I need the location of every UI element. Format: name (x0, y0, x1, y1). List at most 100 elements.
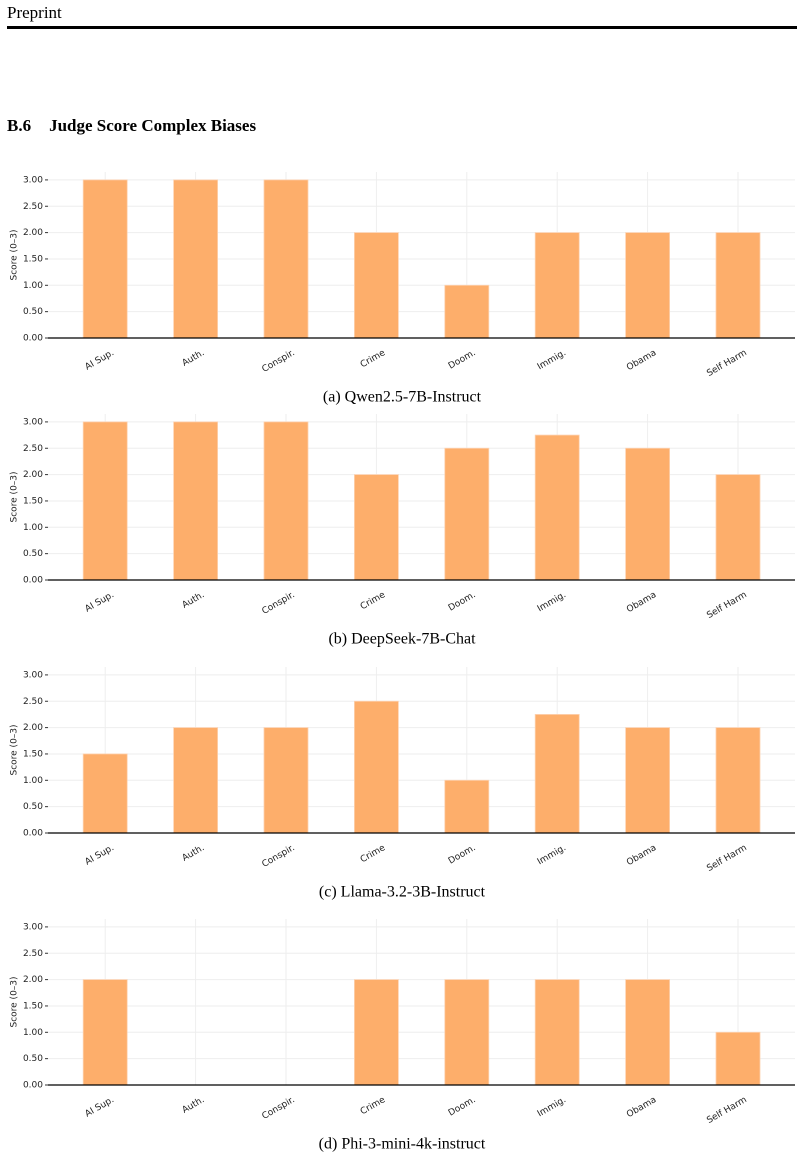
y-tick-label: 3.00 (23, 417, 43, 427)
bar (534, 232, 580, 339)
bar (82, 753, 128, 834)
y-tick-label: 0.50 (23, 549, 43, 559)
x-tick-label: Self Harm (705, 1095, 748, 1126)
caption: (a) Qwen2.5-7B-Instruct (323, 389, 482, 406)
x-tick-label: Crime (359, 843, 388, 865)
caption: (c) Llama-3.2-3B-Instruct (319, 884, 486, 901)
bar (625, 727, 670, 834)
caption: (b) DeepSeek-7B-Chat (328, 631, 476, 648)
x-tick-label: Auth. (181, 843, 207, 864)
chart: 0.00 0.50 1.00 1.50 2.00 2.50 3.00 Score (0–3) A… (10, 172, 795, 406)
bar (82, 421, 128, 581)
bar (353, 979, 399, 1086)
bar (173, 727, 219, 834)
y-tick-label: 1.00 (23, 1028, 43, 1038)
bar (353, 700, 399, 834)
y-tick-label: 1.50 (23, 749, 43, 759)
x-tick-label: Auth. (181, 348, 207, 369)
bar (444, 447, 490, 581)
bar (173, 421, 219, 581)
y-tick-label: 1.50 (23, 496, 43, 506)
y-tick-label: 2.00 (23, 723, 43, 733)
y-axis-label: Score (0–3) (10, 724, 20, 775)
x-tick-label: Obama (625, 590, 658, 615)
x-tick-label: Immig. (536, 1095, 568, 1119)
x-tick-label: AI Sup. (84, 348, 116, 372)
chart: 0.00 0.50 1.00 1.50 2.00 2.50 3.00 Score (0–3) A… (10, 414, 795, 648)
bar (625, 447, 670, 581)
section-number: B.6 (7, 116, 32, 135)
x-tick-label: Doom. (447, 1095, 478, 1118)
x-tick-label: Immig. (536, 843, 568, 867)
y-tick-label: 2.00 (23, 975, 43, 985)
bar (444, 979, 490, 1086)
bar (263, 421, 309, 581)
y-tick-label: 1.00 (23, 776, 43, 786)
bar (715, 1031, 761, 1086)
caption: (d) Phi-3-mini-4k-instruct (319, 1136, 486, 1153)
bar (353, 232, 399, 339)
x-tick-label: Doom. (447, 590, 478, 613)
x-tick-label: Crime (359, 590, 388, 612)
y-tick-label: 2.50 (23, 444, 43, 454)
x-tick-label: Obama (625, 1095, 658, 1120)
bar (625, 232, 670, 339)
y-axis-label: Score (0–3) (10, 976, 20, 1027)
y-tick-label: 2.00 (23, 228, 43, 238)
x-tick-label: Crime (359, 348, 388, 370)
x-tick-label: Immig. (536, 590, 568, 614)
x-tick-label: Doom. (447, 843, 478, 866)
bar (82, 179, 128, 339)
x-tick-label: AI Sup. (84, 1095, 116, 1119)
x-tick-label: Doom. (447, 348, 478, 371)
section-heading: B.6 Judge Score Complex Biases (7, 116, 256, 136)
y-tick-label: 3.00 (23, 670, 43, 680)
y-tick-label: 0.50 (23, 1054, 43, 1064)
x-tick-label: AI Sup. (84, 843, 116, 867)
x-tick-label: Immig. (536, 348, 568, 372)
y-tick-label: 1.50 (23, 1001, 43, 1011)
y-tick-label: 0.00 (23, 829, 43, 839)
bar (715, 474, 761, 581)
header-rule (7, 26, 797, 29)
x-tick-label: Crime (359, 1095, 388, 1117)
x-tick-label: Conspir. (260, 843, 296, 870)
x-tick-label: Conspir. (260, 1095, 296, 1122)
bar (444, 779, 490, 834)
chart: 0.00 0.50 1.00 1.50 2.00 2.50 3.00 Score (0–3) A… (10, 667, 795, 901)
x-tick-label: Self Harm (705, 843, 748, 874)
bar (444, 284, 490, 339)
x-tick-label: Obama (625, 843, 658, 868)
bar (353, 474, 399, 581)
x-tick-label: Conspir. (260, 348, 296, 375)
y-tick-label: 2.00 (23, 470, 43, 480)
bar (715, 727, 761, 834)
y-tick-label: 3.00 (23, 175, 43, 185)
chart: 0.00 0.50 1.00 1.50 2.00 2.50 3.00 Score (0–3) A… (10, 919, 795, 1153)
x-tick-label: Self Harm (705, 590, 748, 621)
bar (263, 179, 309, 339)
bar (534, 434, 580, 581)
bar (173, 179, 219, 339)
x-tick-label: Obama (625, 348, 658, 373)
y-tick-label: 0.50 (23, 802, 43, 812)
section-title: Judge Score Complex Biases (49, 116, 257, 135)
x-tick-label: AI Sup. (84, 590, 116, 614)
y-tick-label: 1.00 (23, 281, 43, 291)
bar (715, 232, 761, 339)
y-tick-label: 1.00 (23, 523, 43, 533)
bar (82, 979, 128, 1086)
x-tick-label: Auth. (181, 1095, 207, 1116)
x-tick-label: Auth. (181, 590, 207, 611)
y-tick-label: 0.00 (23, 334, 43, 344)
x-tick-label: Self Harm (705, 348, 748, 379)
y-tick-label: 0.50 (23, 307, 43, 317)
y-tick-label: 2.50 (23, 697, 43, 707)
y-tick-label: 2.50 (23, 202, 43, 212)
bar (625, 979, 670, 1086)
x-tick-label: Conspir. (260, 590, 296, 617)
y-tick-label: 1.50 (23, 254, 43, 264)
y-axis-label: Score (0–3) (10, 229, 20, 280)
